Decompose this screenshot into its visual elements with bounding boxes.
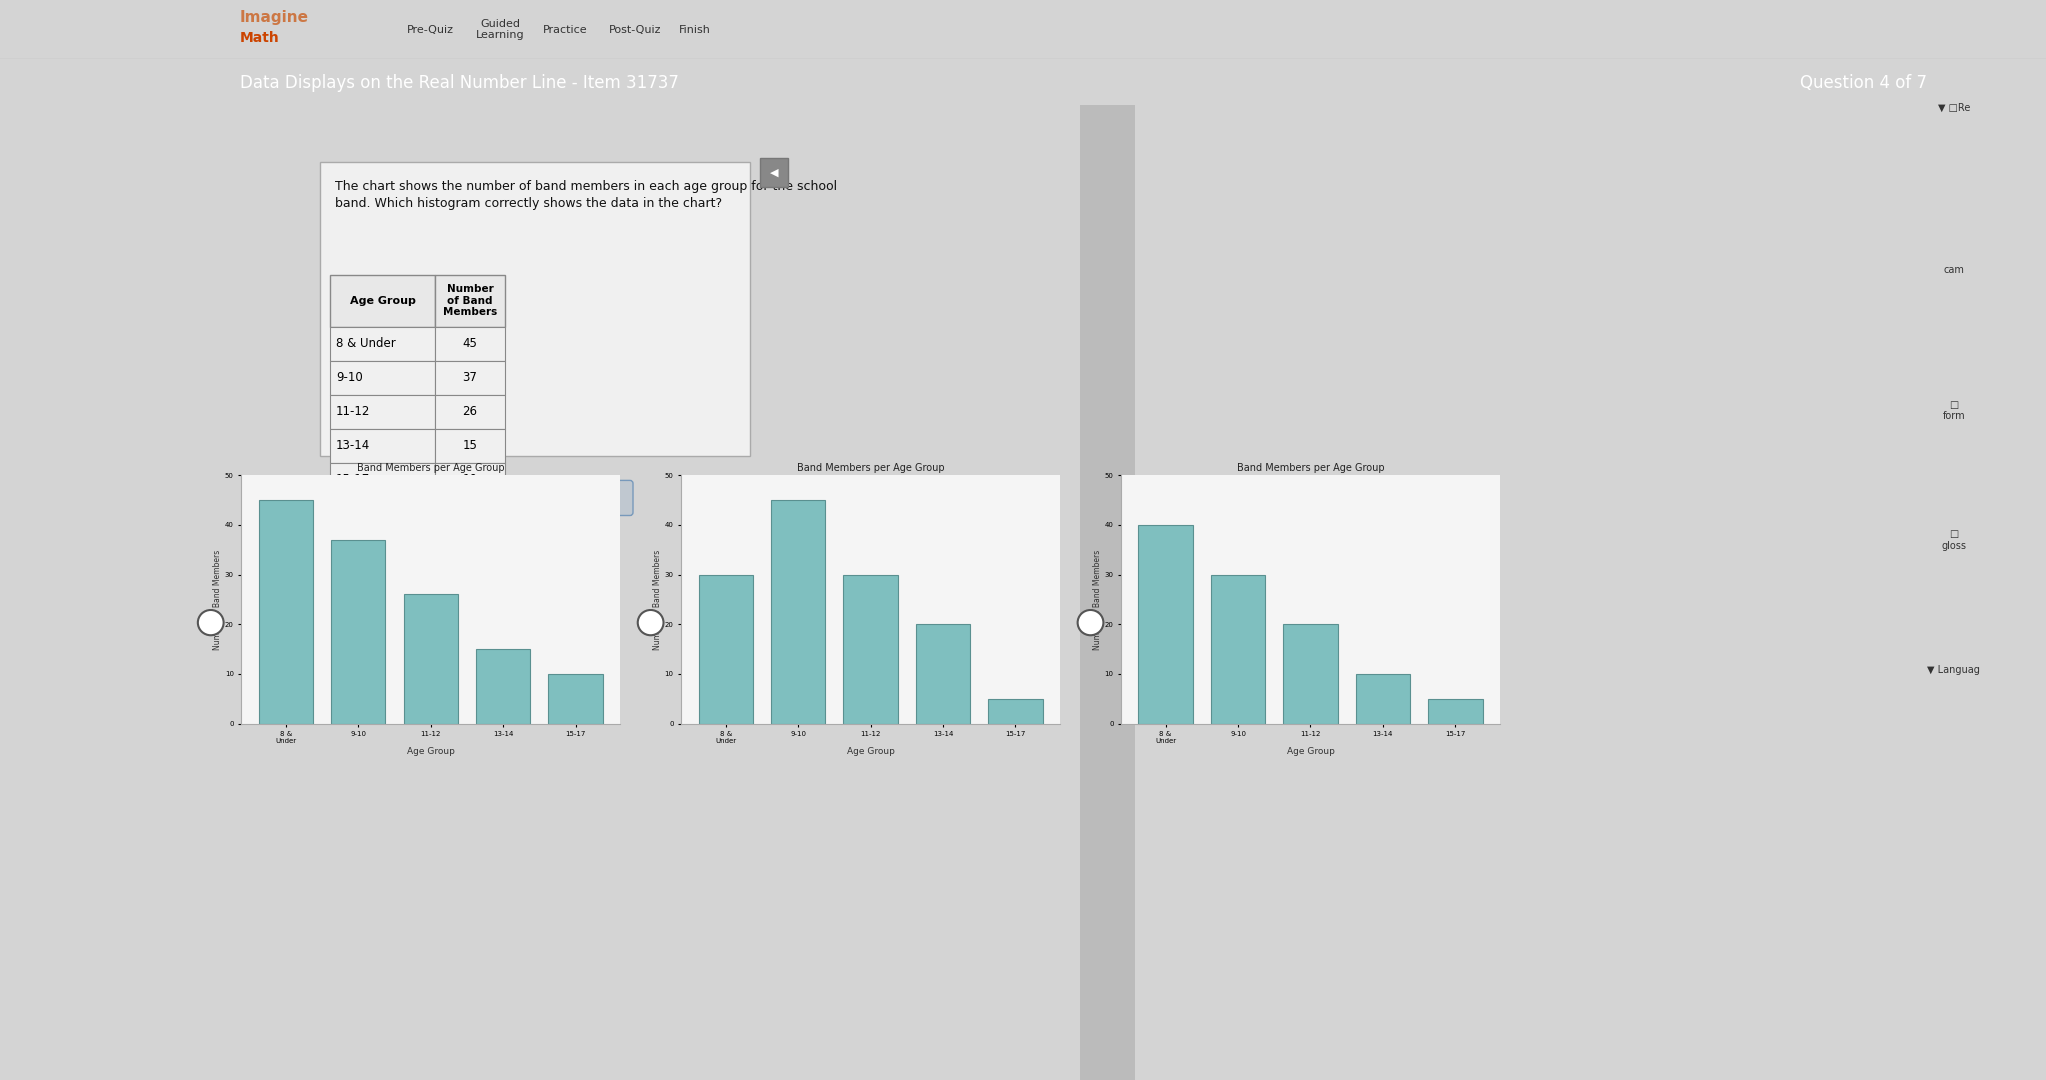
FancyBboxPatch shape — [319, 162, 751, 456]
Text: Data Displays on the Real Number Line - Item 31737: Data Displays on the Real Number Line - … — [239, 73, 679, 92]
Bar — [548, 674, 604, 724]
Bar — [1211, 575, 1264, 724]
Text: Age Group: Age Group — [350, 296, 415, 306]
Bar — [1428, 699, 1483, 724]
Bar — [403, 594, 458, 724]
X-axis label: Age Group: Age Group — [847, 747, 894, 756]
Text: Post-Quiz: Post-Quiz — [610, 25, 661, 35]
Bar — [477, 649, 530, 724]
Text: Guided
Learning: Guided Learning — [475, 19, 524, 40]
X-axis label: Age Group: Age Group — [407, 747, 454, 756]
Bar — [329, 275, 436, 326]
Text: 37: 37 — [462, 372, 477, 384]
Circle shape — [198, 610, 223, 635]
Bar — [329, 429, 436, 463]
Text: ◀: ◀ — [769, 167, 777, 178]
Bar — [329, 395, 436, 429]
Bar — [698, 575, 753, 724]
Bar — [436, 361, 505, 395]
Text: □
form: □ form — [1942, 400, 1966, 421]
Text: 26: 26 — [462, 405, 477, 418]
Bar — [759, 159, 788, 187]
Bar — [1283, 624, 1338, 724]
Bar — [329, 361, 436, 395]
Title: Band Members per Age Group: Band Members per Age Group — [356, 463, 505, 473]
Bar — [988, 699, 1043, 724]
FancyBboxPatch shape — [542, 481, 632, 515]
Bar — [917, 624, 970, 724]
Text: Number
of Band
Members: Number of Band Members — [442, 284, 497, 318]
Bar — [436, 395, 505, 429]
Text: ENTER: ENTER — [569, 492, 606, 503]
Y-axis label: Number of Band Members: Number of Band Members — [653, 550, 663, 649]
Text: Math: Math — [239, 30, 280, 44]
Bar — [771, 500, 825, 724]
Text: Question 4 of 7: Question 4 of 7 — [1800, 73, 1927, 92]
Circle shape — [638, 610, 663, 635]
Text: 13-14: 13-14 — [336, 440, 370, 453]
Text: □
gloss: □ gloss — [1942, 529, 1966, 551]
Bar — [329, 463, 436, 497]
Bar — [329, 326, 436, 361]
Text: 15-17: 15-17 — [336, 473, 370, 486]
Bar — [436, 326, 505, 361]
Bar — [436, 275, 505, 326]
Title: Band Members per Age Group: Band Members per Age Group — [1236, 463, 1385, 473]
Bar — [331, 540, 385, 724]
Text: 10: 10 — [462, 473, 477, 486]
Text: BACK: BACK — [473, 492, 503, 503]
Text: 8 & Under: 8 & Under — [336, 337, 395, 350]
Bar — [843, 575, 898, 724]
Circle shape — [1078, 610, 1103, 635]
Text: Pre-Quiz: Pre-Quiz — [407, 25, 454, 35]
Bar — [436, 463, 505, 497]
Text: ▼ □Re: ▼ □Re — [1938, 103, 1970, 113]
Text: Practice: Practice — [542, 25, 587, 35]
Text: 11-12: 11-12 — [336, 405, 370, 418]
Text: ▼ Languag: ▼ Languag — [1927, 664, 1981, 675]
Bar — [1138, 525, 1193, 724]
Bar — [1080, 105, 1136, 1080]
Y-axis label: Number of Band Members: Number of Band Members — [213, 550, 223, 649]
Text: Imagine: Imagine — [239, 11, 309, 25]
Y-axis label: Number of Band Members: Number of Band Members — [1093, 550, 1103, 649]
FancyBboxPatch shape — [446, 481, 528, 515]
Bar — [436, 429, 505, 463]
Bar — [1080, 105, 2046, 1080]
Text: 15: 15 — [462, 440, 477, 453]
Bar — [258, 500, 313, 724]
Text: 9-10: 9-10 — [336, 372, 362, 384]
Text: cam: cam — [1944, 265, 1964, 275]
Title: Band Members per Age Group: Band Members per Age Group — [796, 463, 945, 473]
Text: 45: 45 — [462, 337, 477, 350]
Text: Finish: Finish — [679, 25, 710, 35]
X-axis label: Age Group: Age Group — [1287, 747, 1334, 756]
Bar — [1356, 674, 1410, 724]
Text: The chart shows the number of band members in each age group for the school
band: The chart shows the number of band membe… — [336, 180, 837, 211]
